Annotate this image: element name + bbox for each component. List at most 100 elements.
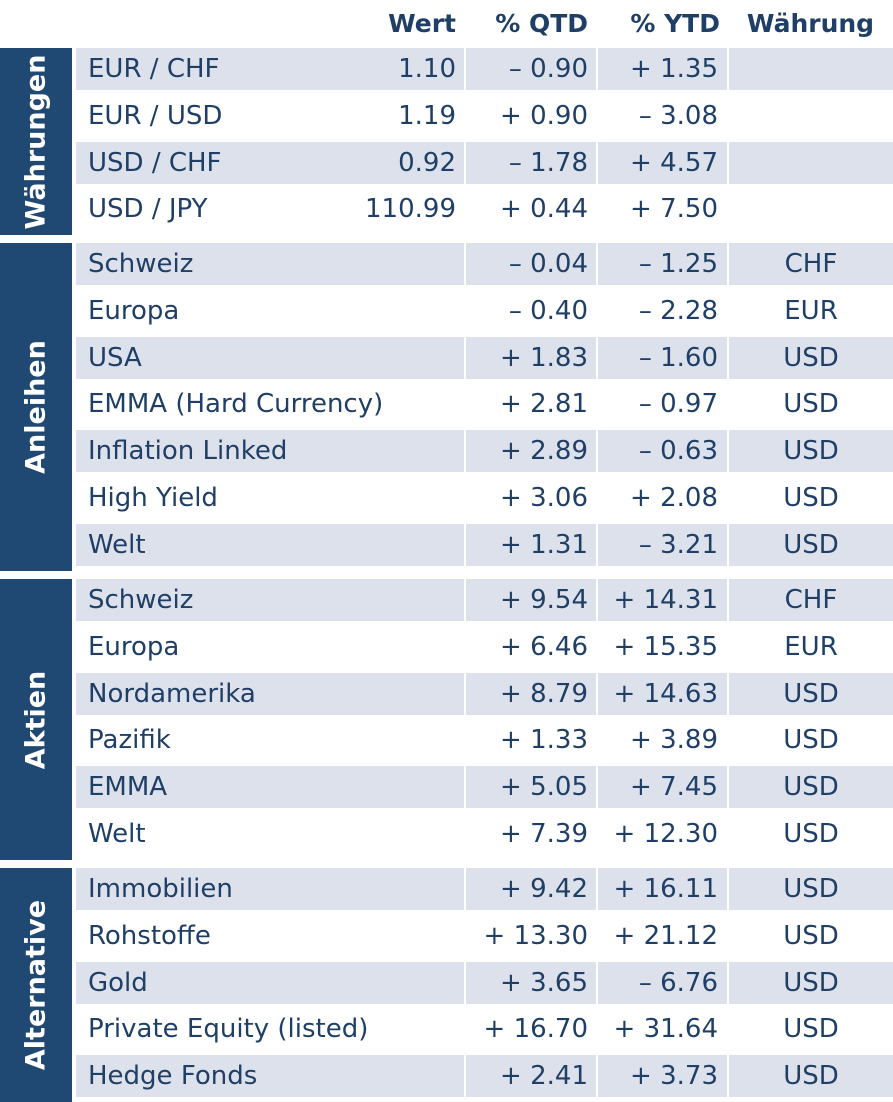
row-waehrung: USD — [783, 436, 839, 466]
column-divider — [596, 95, 598, 137]
row-wert — [336, 626, 456, 668]
table-row: Schweiz + 9.54 + 14.31 CHF — [76, 579, 893, 621]
row-wert — [336, 477, 456, 519]
group-w-hrungen: Währungen EUR / CHF 1.10– 0.90 + 1.35 EUR / … — [0, 48, 893, 235]
row-ytd: + 3.73 — [630, 1061, 718, 1091]
row-background — [76, 337, 893, 379]
row-qtd: + 5.05 — [500, 772, 588, 802]
column-divider — [596, 48, 598, 90]
row-ytd: + 21.12 — [613, 921, 718, 951]
column-divider — [727, 290, 729, 332]
column-divider — [596, 626, 598, 668]
row-qtd: + 1.83 — [500, 343, 588, 373]
row-waehrung: USD — [783, 968, 839, 998]
row-name: Europa — [88, 296, 180, 326]
group-side-band: Währungen — [0, 48, 72, 235]
column-divider — [727, 95, 729, 137]
column-divider — [596, 337, 598, 379]
row-ytd: + 7.50 — [630, 194, 718, 224]
column-divider — [596, 524, 598, 566]
row-qtd: – 0.90 — [508, 54, 588, 84]
row-wert — [336, 673, 456, 715]
row-ytd: + 14.63 — [613, 679, 718, 709]
column-divider — [464, 868, 466, 910]
row-qtd: + 2.41 — [500, 1061, 588, 1091]
row-qtd: + 9.42 — [500, 874, 588, 904]
column-divider — [464, 915, 466, 957]
row-ytd: – 6.76 — [638, 968, 718, 998]
row-name: USD / JPY — [88, 194, 208, 224]
table-row: Immobilien + 9.42 + 16.11 USD — [76, 868, 893, 910]
column-divider — [727, 719, 729, 761]
column-divider — [596, 290, 598, 332]
table-row: Rohstoffe + 13.30 + 21.12 USD — [76, 915, 893, 957]
column-divider — [596, 719, 598, 761]
row-ytd: + 15.35 — [613, 632, 718, 662]
column-divider — [727, 142, 729, 184]
row-qtd: + 1.33 — [500, 725, 588, 755]
row-wert — [336, 383, 456, 425]
group-label: Alternative — [20, 899, 52, 1071]
column-divider — [464, 719, 466, 761]
column-divider — [727, 915, 729, 957]
row-name: Schweiz — [88, 249, 194, 279]
column-divider — [596, 813, 598, 855]
row-wert — [336, 290, 456, 332]
row-wert — [336, 868, 456, 910]
row-waehrung: EUR — [784, 632, 838, 662]
table-row: EMMA (Hard Currency) + 2.81 – 0.97 USD — [76, 383, 893, 425]
row-qtd: + 8.79 — [500, 679, 588, 709]
column-divider — [464, 290, 466, 332]
column-divider — [596, 962, 598, 1004]
row-name: Pazifik — [88, 725, 171, 755]
column-divider — [727, 524, 729, 566]
column-divider — [464, 430, 466, 472]
row-waehrung: USD — [783, 819, 839, 849]
table-row: EMMA + 5.05 + 7.45 USD — [76, 766, 893, 808]
row-wert — [336, 915, 456, 957]
row-waehrung: USD — [783, 874, 839, 904]
row-wert — [336, 430, 456, 472]
row-name: Hedge Fonds — [88, 1061, 258, 1091]
row-waehrung — [729, 142, 893, 184]
column-divider — [464, 579, 466, 621]
row-name: Europa — [88, 632, 180, 662]
row-name: Gold — [88, 968, 148, 998]
row-ytd: – 1.60 — [638, 343, 718, 373]
column-divider — [464, 48, 466, 90]
row-qtd: – 1.78 — [508, 148, 588, 178]
row-waehrung: USD — [783, 343, 839, 373]
row-wert — [336, 719, 456, 761]
header-waehrung: Währung — [746, 9, 875, 38]
row-qtd: + 6.46 — [500, 632, 588, 662]
column-divider — [464, 766, 466, 808]
column-divider — [464, 673, 466, 715]
row-ytd: + 2.08 — [630, 483, 718, 513]
row-qtd: + 1.31 — [500, 530, 588, 560]
column-divider — [727, 766, 729, 808]
column-divider — [596, 142, 598, 184]
row-wert — [336, 766, 456, 808]
row-waehrung: USD — [783, 679, 839, 709]
row-qtd: – 0.04 — [508, 249, 588, 279]
column-divider — [596, 766, 598, 808]
column-divider — [596, 1055, 598, 1097]
column-divider — [464, 95, 466, 137]
row-ytd: – 2.28 — [638, 296, 718, 326]
column-divider — [727, 430, 729, 472]
table-row: USD / CHF 0.92 – 1.78 + 4.57 — [76, 142, 893, 184]
row-waehrung — [729, 188, 893, 230]
column-divider — [727, 337, 729, 379]
row-wert — [336, 337, 456, 379]
row-waehrung — [729, 95, 893, 137]
header-ytd: % YTD — [630, 9, 720, 38]
column-divider — [464, 337, 466, 379]
row-name: High Yield — [88, 483, 218, 513]
row-wert — [336, 813, 456, 855]
column-divider — [727, 962, 729, 1004]
row-background — [76, 524, 893, 566]
row-background — [76, 766, 893, 808]
row-name: Welt — [88, 530, 146, 560]
group-side-band: Aktien — [0, 579, 72, 860]
row-qtd: + 13.30 — [483, 921, 588, 951]
